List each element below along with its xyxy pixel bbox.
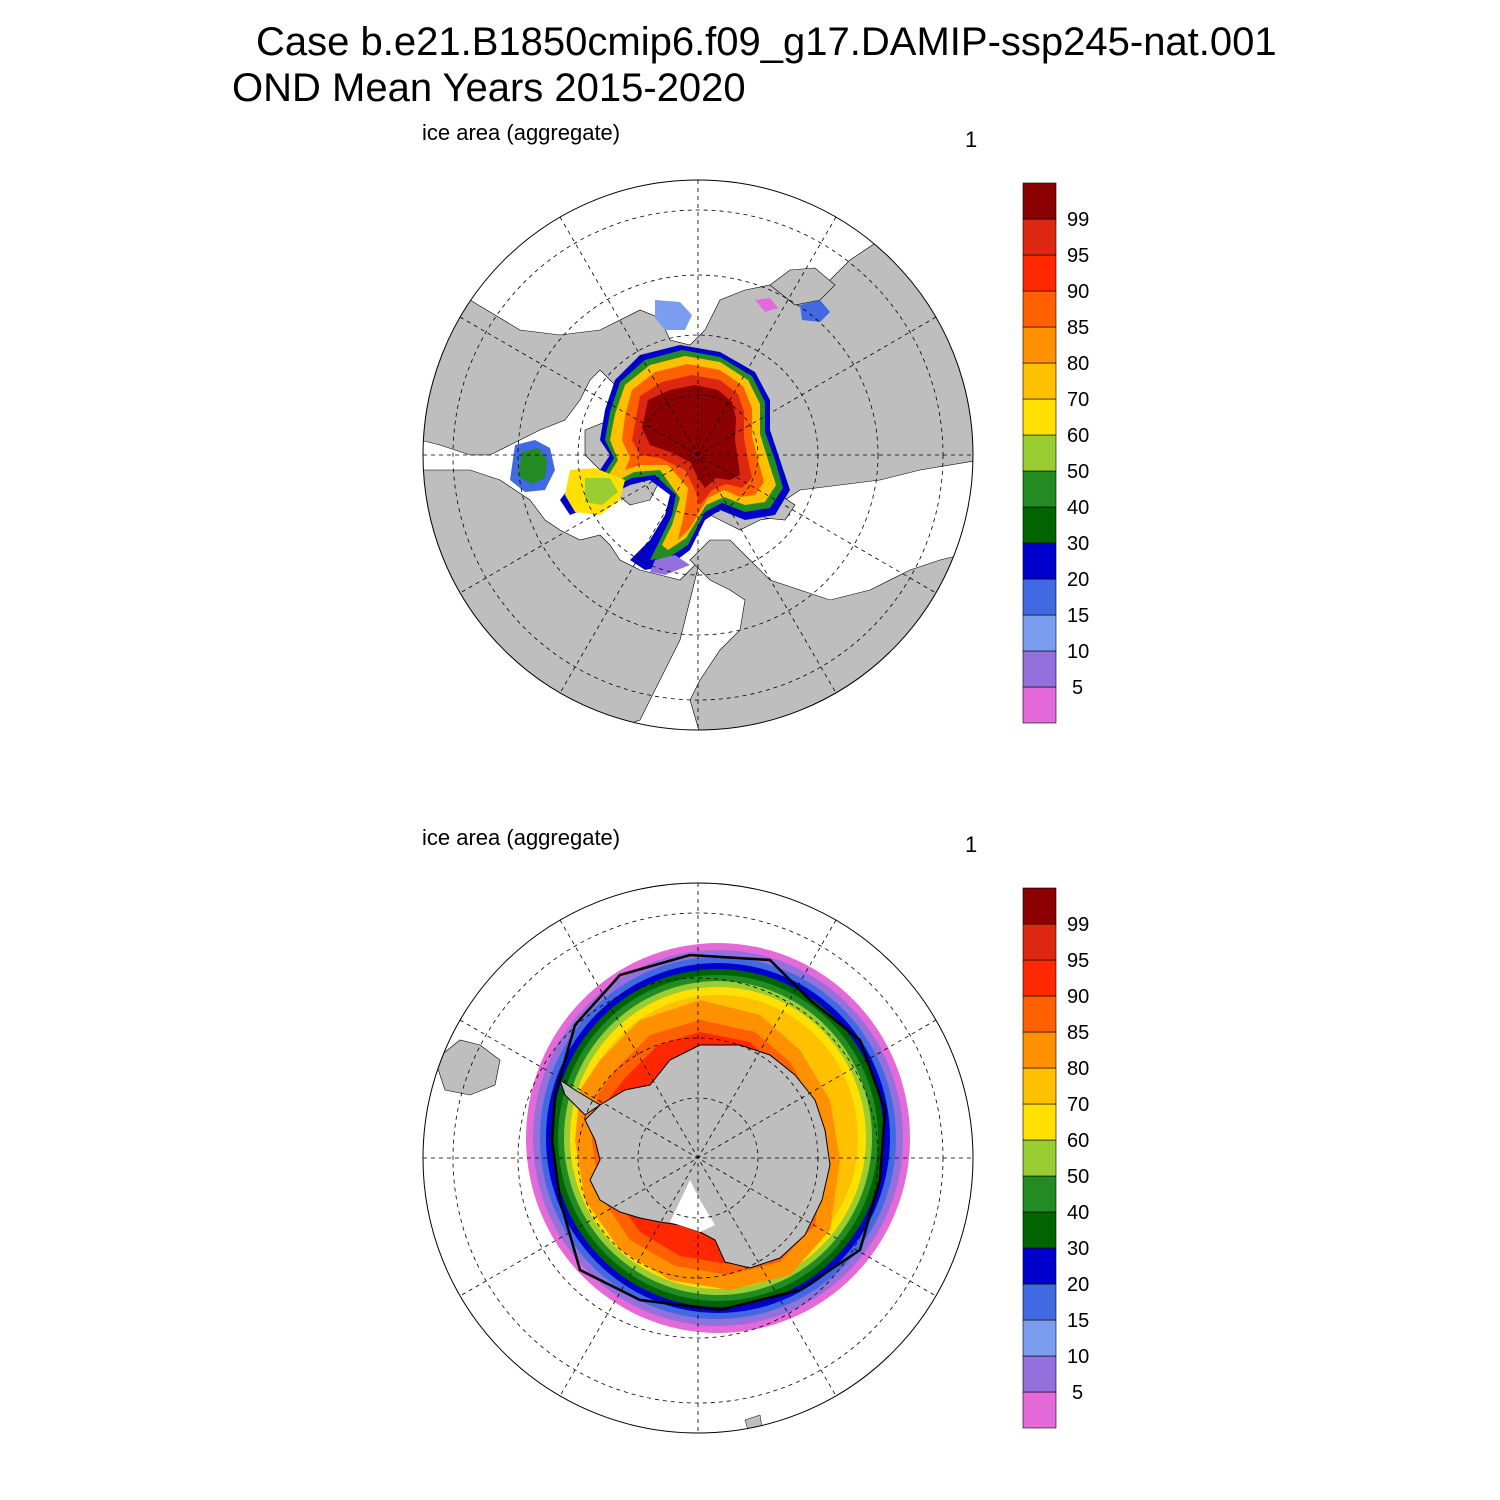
north-colorbar-box	[1022, 182, 1057, 220]
antarctic-peninsula-land	[559, 1078, 601, 1116]
north-colorbar-box	[1022, 470, 1057, 508]
south-colorbar-box	[1022, 1103, 1057, 1141]
south-colorbar-label: 95	[1067, 950, 1089, 972]
figure-title-line2: OND Mean Years 2015-2020	[232, 66, 746, 110]
south-colorbar-label: 99	[1067, 914, 1089, 936]
north-colorbar-label: 90	[1067, 281, 1089, 303]
south-map-border	[422, 882, 974, 1434]
north-colorbar-label: 15	[1067, 605, 1089, 627]
south-colorbar-box	[1022, 1175, 1057, 1213]
south-colorbar-label: 70	[1067, 1094, 1089, 1116]
north-colorbar-label: 30	[1067, 533, 1089, 555]
south-colorbar-box	[1022, 1247, 1057, 1285]
south-graticule	[423, 883, 973, 1433]
figure-title-line1: Case b.e21.B1850cmip6.f09_g17.DAMIP-ssp2…	[256, 20, 1277, 64]
south-colorbar-label: 15	[1067, 1310, 1089, 1332]
south-colorbar-box	[1022, 1391, 1057, 1429]
south-colorbar-box	[1022, 887, 1057, 925]
south-colorbar-label: 50	[1067, 1166, 1089, 1188]
north-variable-label: ice area (aggregate)	[422, 120, 621, 145]
south-right-label: 1	[965, 832, 978, 857]
south-colorbar-label: 5	[1072, 1382, 1083, 1404]
north-colorbar-label: 50	[1067, 461, 1089, 483]
north-colorbar-label: 10	[1067, 641, 1089, 663]
north-map-border	[422, 179, 974, 731]
north-colorbar-label: 95	[1067, 245, 1089, 267]
antarctica-land	[584, 1044, 831, 1269]
ross-ice-shelf	[670, 1180, 715, 1232]
south-ice-edge-contour	[550, 953, 887, 1312]
north-colorbar-label: 5	[1072, 677, 1083, 699]
north-colorbar-box	[1022, 254, 1057, 292]
north-colorbar-box	[1022, 362, 1057, 400]
south-colorbar-label: 85	[1067, 1022, 1089, 1044]
south-colorbar-box	[1022, 1067, 1057, 1105]
south-colorbar-box	[1022, 1139, 1057, 1177]
north-colorbar-box	[1022, 614, 1057, 652]
north-colorbar-label: 85	[1067, 317, 1089, 339]
south-colorbar-box	[1022, 959, 1057, 997]
south-colorbar-label: 10	[1067, 1346, 1089, 1368]
north-colorbar-label: 99	[1067, 209, 1089, 231]
north-colorbar-label: 70	[1067, 389, 1089, 411]
north-colorbar-box	[1022, 290, 1057, 328]
north-colorbar-box	[1022, 578, 1057, 616]
south-colorbar-box	[1022, 1319, 1057, 1357]
south-colorbar-label: 30	[1067, 1238, 1089, 1260]
north-colorbar-box	[1022, 398, 1057, 436]
south-colorbar-box	[1022, 923, 1057, 961]
north-colorbar-box	[1022, 542, 1057, 580]
south-colorbar-label: 90	[1067, 986, 1089, 1008]
south-colorbar-label: 80	[1067, 1058, 1089, 1080]
south-colorbar-label: 60	[1067, 1130, 1089, 1152]
north-graticule	[423, 180, 973, 730]
north-colorbar-box	[1022, 218, 1057, 256]
south-variable-label: ice area (aggregate)	[422, 825, 621, 850]
south-colorbar-label: 20	[1067, 1274, 1089, 1296]
south-colorbar-box	[1022, 1211, 1057, 1249]
south-colorbar-box	[1022, 1283, 1057, 1321]
north-colorbar-label: 20	[1067, 569, 1089, 591]
north-colorbar-label: 60	[1067, 425, 1089, 447]
north-colorbar-box	[1022, 686, 1057, 724]
north-right-label: 1	[965, 127, 978, 152]
north-colorbar-box	[1022, 506, 1057, 544]
north-colorbar-label: 80	[1067, 353, 1089, 375]
south-america-land	[434, 1039, 501, 1096]
north-colorbar-label: 40	[1067, 497, 1089, 519]
south-colorbar-box	[1022, 1355, 1057, 1393]
south-colorbar-label: 40	[1067, 1202, 1089, 1224]
south-colorbar-box	[1022, 1031, 1057, 1069]
south-colorbar-box	[1022, 995, 1057, 1033]
